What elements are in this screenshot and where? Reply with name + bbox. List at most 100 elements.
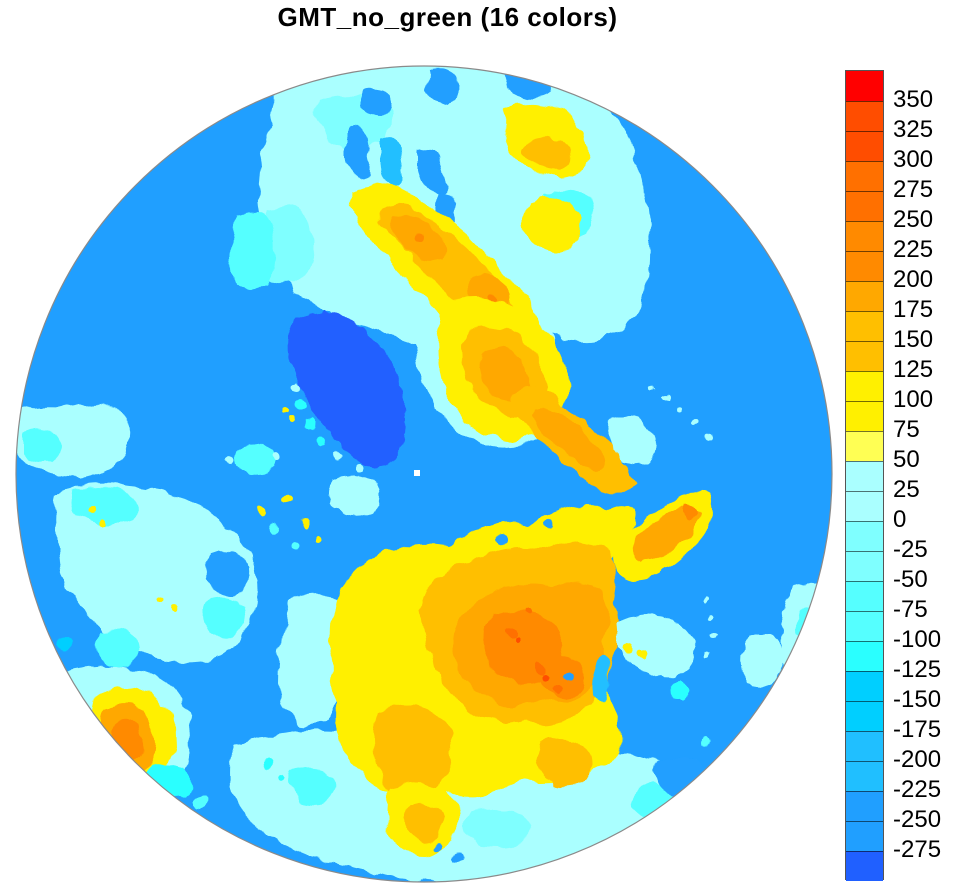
coast-speck <box>292 384 300 392</box>
lake <box>564 673 572 681</box>
coast-patch <box>195 795 209 809</box>
aleutian-dot <box>649 385 655 391</box>
aleutian-dot <box>663 395 669 401</box>
colorbar-tick-label: 50 <box>893 446 920 473</box>
lowland-dot <box>278 774 286 782</box>
island <box>328 475 381 516</box>
land-speck <box>156 596 164 604</box>
colorbar-segment <box>846 611 883 641</box>
island-chain-dot <box>711 633 717 639</box>
colorbar-segment <box>846 671 883 701</box>
colorbar-tick-label: 250 <box>893 206 934 233</box>
hot-speck <box>534 662 546 674</box>
peninsula-speck <box>638 650 646 658</box>
colorbar-segment <box>846 341 883 371</box>
colorbar-tick-label: 225 <box>893 236 934 263</box>
land-patch <box>69 486 136 525</box>
colorbar-segment <box>846 221 883 251</box>
colorbar <box>845 70 884 881</box>
colorbar-tick-label: 125 <box>893 356 934 383</box>
colorbar-segment <box>846 461 883 491</box>
colorbar-tick-label: 325 <box>893 116 934 143</box>
colorbar-segment <box>846 431 883 461</box>
coast-speck <box>356 464 364 472</box>
lowland-patch <box>289 768 334 805</box>
land-speck <box>173 605 179 611</box>
island-speck <box>257 507 267 517</box>
island-speck <box>281 495 291 505</box>
mountain-patch <box>523 137 571 171</box>
colorbar-segment <box>846 731 883 761</box>
colorbar-tick-label: -50 <box>893 566 928 593</box>
lowland-dot <box>454 854 462 862</box>
island-speck <box>270 524 278 532</box>
colorbar-segment <box>846 581 883 611</box>
colorbar-tick-label: -250 <box>893 806 942 833</box>
figure-title: GMT_no_green (16 colors) <box>277 2 618 32</box>
coast-speck <box>289 415 295 421</box>
colorbar-tick-label: 300 <box>893 146 934 173</box>
coast-inlet <box>497 535 507 545</box>
hot-speck <box>552 686 560 694</box>
island-chain-dot <box>703 651 709 657</box>
landmass-eurasia <box>230 492 737 882</box>
land-patch <box>204 596 246 637</box>
colorbar-tick-label: 150 <box>893 326 934 353</box>
colorbar-tick-label: 175 <box>893 296 934 323</box>
island-speck <box>292 544 300 552</box>
ne-arm-core <box>683 503 697 517</box>
colorbar-tick-label: 200 <box>893 266 934 293</box>
highland <box>158 704 176 759</box>
island <box>671 681 689 699</box>
edge-coast-patch <box>797 608 828 656</box>
colorbar-segment <box>846 371 883 401</box>
island-speck <box>314 536 322 544</box>
colorbar-tick-label: -175 <box>893 716 942 743</box>
mountain-core <box>479 349 530 401</box>
colorbar-tick-label: -125 <box>893 656 942 683</box>
colorbar-segment <box>846 101 883 131</box>
mountain-chain <box>532 406 606 472</box>
colorbar-segment <box>846 791 883 821</box>
coast-inlet <box>543 519 553 529</box>
channel <box>380 136 404 189</box>
coast-speck <box>295 399 305 409</box>
colorbar-segment <box>846 281 883 311</box>
hot-speck <box>542 672 550 680</box>
land-patch <box>24 428 60 463</box>
highland <box>372 705 453 799</box>
colorbar-labels: 350 325 300 275 250 225 200 175 150 125 100 75 50 25 0… <box>893 70 955 880</box>
island <box>235 444 276 475</box>
colorbar-segment <box>846 761 883 791</box>
colorbar-tick-label: -25 <box>893 536 928 563</box>
greenland <box>226 311 406 516</box>
land-speck <box>88 508 96 516</box>
channel <box>418 150 448 197</box>
hot-speck <box>524 608 532 616</box>
island-speck <box>300 518 308 526</box>
edge-coast <box>741 634 784 687</box>
coast-speck <box>318 438 326 446</box>
lake <box>360 90 389 116</box>
island-chain-dot <box>703 597 709 603</box>
lowland-dot <box>434 842 442 850</box>
colorbar-segment <box>846 521 883 551</box>
island-dot <box>731 771 737 777</box>
coast-speck <box>283 407 289 413</box>
colorbar-tick-label: 275 <box>893 176 934 203</box>
south-lobe-core <box>405 803 444 842</box>
colorbar-segment <box>846 311 883 341</box>
channel <box>346 122 370 179</box>
island-chain-dot <box>707 615 713 621</box>
colorbar-segment <box>846 491 883 521</box>
map-boundary <box>15 65 833 883</box>
colorbar-segment <box>846 701 883 731</box>
colorbar-tick-label: 350 <box>893 86 934 113</box>
aleutian-dot <box>705 433 711 439</box>
bay <box>205 552 250 594</box>
colorbar-segment <box>846 251 883 281</box>
ice-sheet <box>287 311 406 468</box>
colorbar-segment <box>846 131 883 161</box>
colorbar-tick-label: -150 <box>893 686 942 713</box>
